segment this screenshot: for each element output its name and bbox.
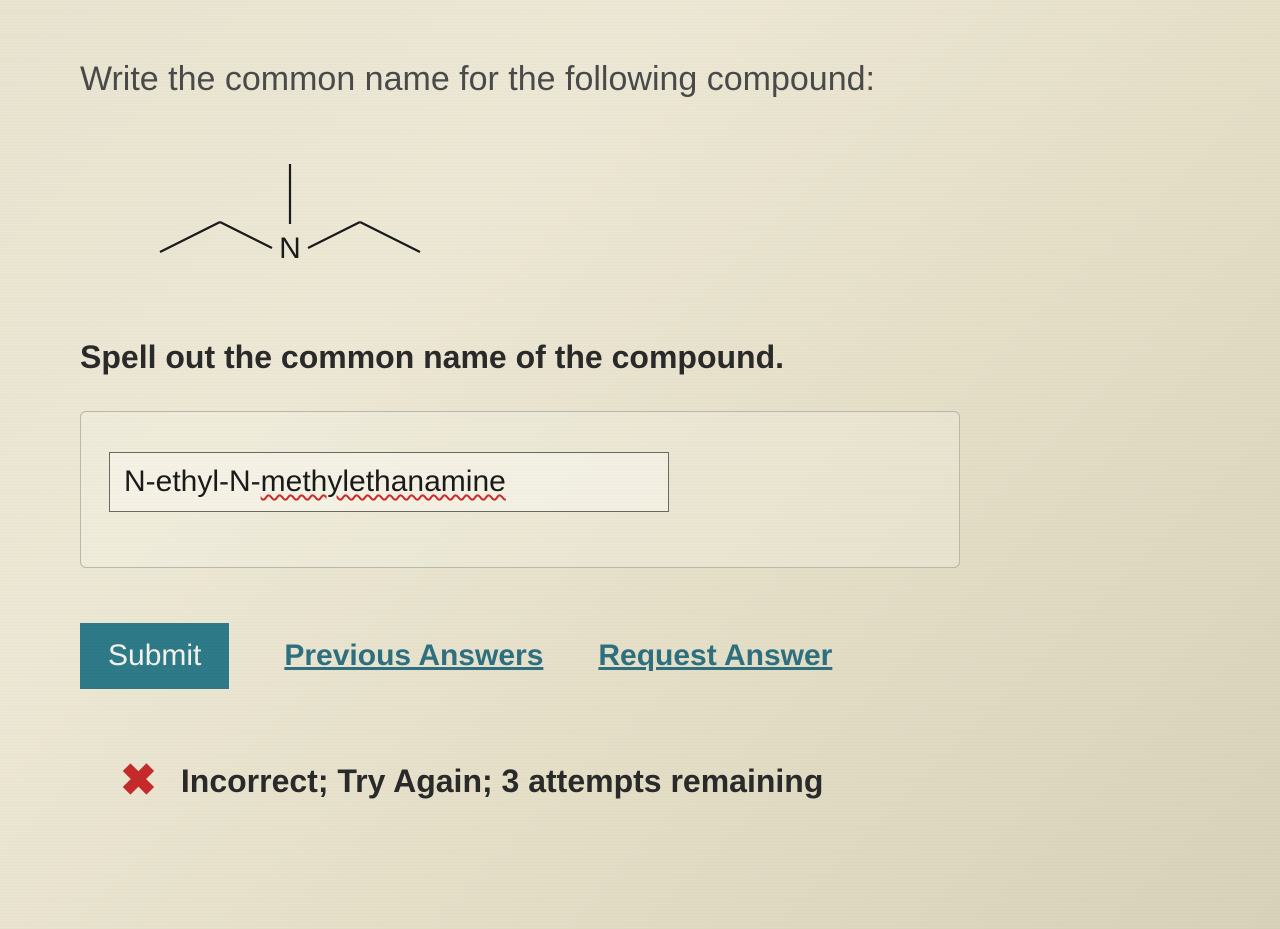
chemical-structure: N bbox=[130, 134, 1200, 289]
previous-answers-link[interactable]: Previous Answers bbox=[284, 639, 543, 673]
answer-input[interactable]: N-ethyl-N-methylethanamine bbox=[109, 452, 669, 512]
feedback-text: Incorrect; Try Again; 3 attempts remaini… bbox=[181, 763, 824, 800]
question-intro: Write the common name for the following … bbox=[80, 60, 1200, 99]
question-instruction: Spell out the common name of the compoun… bbox=[80, 339, 1200, 376]
answer-box: N-ethyl-N-methylethanamine bbox=[80, 411, 960, 568]
nitrogen-label: N bbox=[279, 232, 301, 265]
action-row: Submit Previous Answers Request Answer bbox=[80, 623, 1200, 689]
submit-button[interactable]: Submit bbox=[80, 623, 229, 689]
skeletal-formula-svg: N bbox=[130, 134, 450, 289]
answer-text-plain: N-ethyl-N- bbox=[124, 465, 261, 498]
answer-text-misspelled: methylethanamine bbox=[261, 465, 506, 498]
feedback-area: ✖ Incorrect; Try Again; 3 attempts remai… bbox=[80, 759, 1200, 803]
request-answer-link[interactable]: Request Answer bbox=[598, 639, 832, 673]
incorrect-icon: ✖ bbox=[120, 759, 157, 803]
